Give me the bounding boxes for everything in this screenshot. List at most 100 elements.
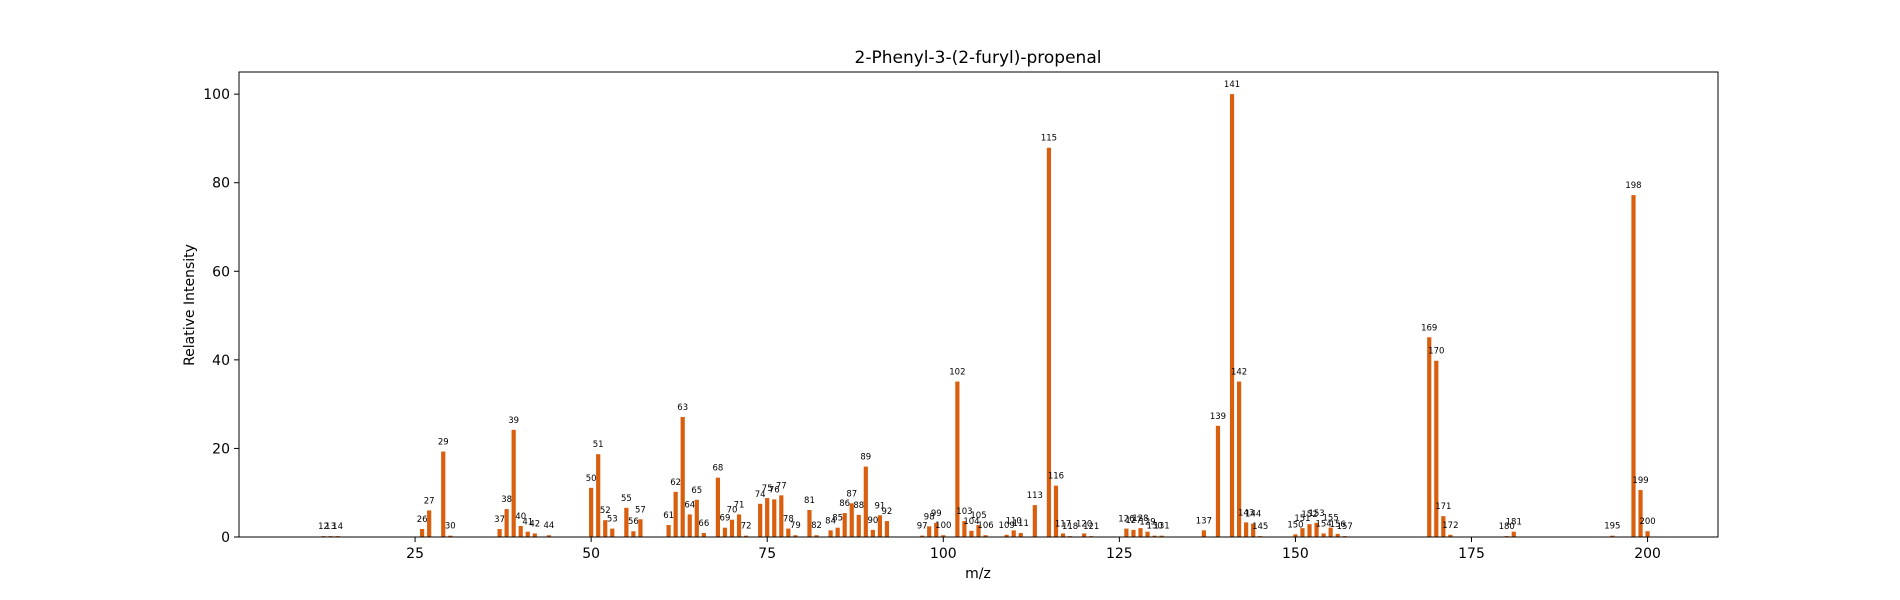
bar-mz-129	[1145, 531, 1150, 537]
y-axis: 0 20 40 60 80 100	[203, 87, 239, 546]
bar-mz-74	[758, 503, 763, 537]
bar-mz-103	[962, 521, 967, 537]
x-tick-label-150: 150	[1282, 546, 1309, 562]
x-tick-label-175: 175	[1458, 546, 1485, 562]
peak-label-mz-152: 152	[1301, 510, 1317, 520]
peak-label-mz-26: 26	[417, 515, 428, 525]
peak-label-mz-86: 86	[839, 499, 850, 509]
bar-mz-39	[511, 429, 516, 537]
peak-label-mz-77: 77	[776, 481, 787, 491]
bar-mz-81	[807, 509, 812, 537]
bar-mz-170	[1434, 360, 1439, 537]
bar-mz-37	[497, 529, 502, 537]
bar-mz-141	[1229, 94, 1235, 537]
bar-mz-27	[427, 510, 432, 537]
peak-label-mz-102: 102	[949, 368, 965, 378]
x-axis-label: m/z	[965, 566, 991, 582]
peak-label-mz-126: 126	[1118, 515, 1134, 525]
peak-label-mz-139: 139	[1210, 412, 1226, 422]
peak-label-mz-85: 85	[832, 514, 843, 524]
peak-label-mz-127: 127	[1125, 516, 1141, 526]
x-tick-label-125: 125	[1106, 546, 1133, 562]
peak-label-mz-88: 88	[853, 501, 864, 511]
peak-label-mz-65: 65	[691, 486, 702, 496]
bar-mz-62	[673, 491, 678, 537]
bar-mz-42	[532, 533, 537, 537]
bar-mz-169	[1427, 337, 1432, 537]
bar-mz-51	[596, 454, 601, 537]
peak-label-mz-172: 172	[1442, 521, 1458, 531]
y-tick-label-100: 100	[203, 87, 230, 103]
bar-mz-139	[1215, 425, 1221, 537]
peak-label-mz-68: 68	[712, 464, 723, 474]
bar-mz-70	[729, 519, 735, 537]
peak-label-mz-181: 181	[1506, 518, 1522, 528]
peak-label-mz-195: 195	[1604, 522, 1620, 532]
x-axis: 25 50 75 100 125 150 175 200	[406, 537, 1661, 562]
peak-label-mz-121: 121	[1083, 522, 1099, 532]
bar-mz-142	[1236, 381, 1242, 537]
bar-mz-99	[934, 522, 939, 537]
peak-label-mz-157: 157	[1337, 522, 1353, 532]
bar-mz-29	[441, 451, 446, 537]
peak-label-mz-155: 155	[1323, 514, 1339, 524]
peak-label-mz-104: 104	[963, 517, 979, 527]
bar-mz-198	[1631, 195, 1636, 538]
peak-label-mz-57: 57	[635, 505, 646, 515]
peak-label-mz-12: 12	[318, 522, 329, 532]
bar-mz-128	[1138, 528, 1143, 537]
bar-mz-137	[1201, 530, 1206, 537]
bar-mz-82	[814, 535, 819, 537]
peak-label-mz-38: 38	[501, 495, 512, 505]
peak-label-mz-110: 110	[1006, 516, 1022, 526]
bar-mz-116	[1053, 485, 1059, 537]
peak-label-mz-144: 144	[1245, 510, 1261, 520]
bar-mz-155	[1328, 527, 1333, 537]
peak-label-mz-39: 39	[508, 416, 519, 426]
peak-label-mz-30: 30	[445, 522, 456, 532]
bar-mz-90	[870, 529, 875, 537]
bar-mz-79	[793, 535, 798, 537]
bar-mz-91	[877, 515, 882, 537]
peak-label-mz-56: 56	[628, 517, 639, 527]
peak-label-mz-51: 51	[593, 440, 604, 450]
y-tick-label-40: 40	[212, 353, 230, 369]
y-axis-label: Relative Intensity	[182, 244, 198, 366]
bar-mz-97	[920, 535, 925, 537]
peak-label-mz-78: 78	[783, 515, 794, 525]
bar-mz-63	[680, 416, 685, 537]
peak-label-mz-81: 81	[804, 496, 815, 506]
peak-label-mz-84: 84	[825, 516, 836, 526]
bar-mz-44	[546, 535, 551, 537]
bar-mz-38	[504, 509, 509, 537]
bar-mz-111	[1018, 533, 1023, 537]
y-tick-label-0: 0	[221, 530, 230, 546]
bar-mz-40	[518, 525, 523, 537]
peak-label-mz-106: 106	[977, 521, 993, 531]
bar-mz-143	[1244, 522, 1249, 537]
x-tick-label-100: 100	[930, 546, 957, 562]
bar-mz-61	[666, 525, 671, 537]
peak-label-mz-118: 118	[1062, 522, 1078, 532]
bar-mz-195	[1610, 535, 1615, 537]
peak-label-mz-27: 27	[424, 496, 435, 506]
bar-mz-152	[1307, 524, 1312, 537]
bar-mz-127	[1131, 529, 1136, 537]
bar-mz-131	[1159, 535, 1164, 537]
peak-label-mz-70: 70	[727, 506, 738, 516]
peak-label-mz-91: 91	[874, 501, 885, 511]
bar-mz-98	[927, 526, 932, 537]
bar-mz-181	[1511, 531, 1516, 537]
peak-label-mz-120: 120	[1076, 519, 1092, 529]
bar-mz-78	[786, 528, 791, 537]
bar-mz-53	[610, 528, 615, 537]
peak-label-mz-63: 63	[677, 403, 688, 413]
peak-label-mz-169: 169	[1421, 323, 1437, 333]
peak-label-mz-42: 42	[529, 519, 540, 529]
bar-mz-26	[420, 529, 425, 537]
bar-mz-57	[638, 519, 643, 537]
bar-mz-88	[856, 514, 861, 537]
bar-mz-200	[1645, 531, 1650, 537]
peak-label-mz-170: 170	[1428, 347, 1444, 357]
x-tick-label-50: 50	[582, 546, 600, 562]
